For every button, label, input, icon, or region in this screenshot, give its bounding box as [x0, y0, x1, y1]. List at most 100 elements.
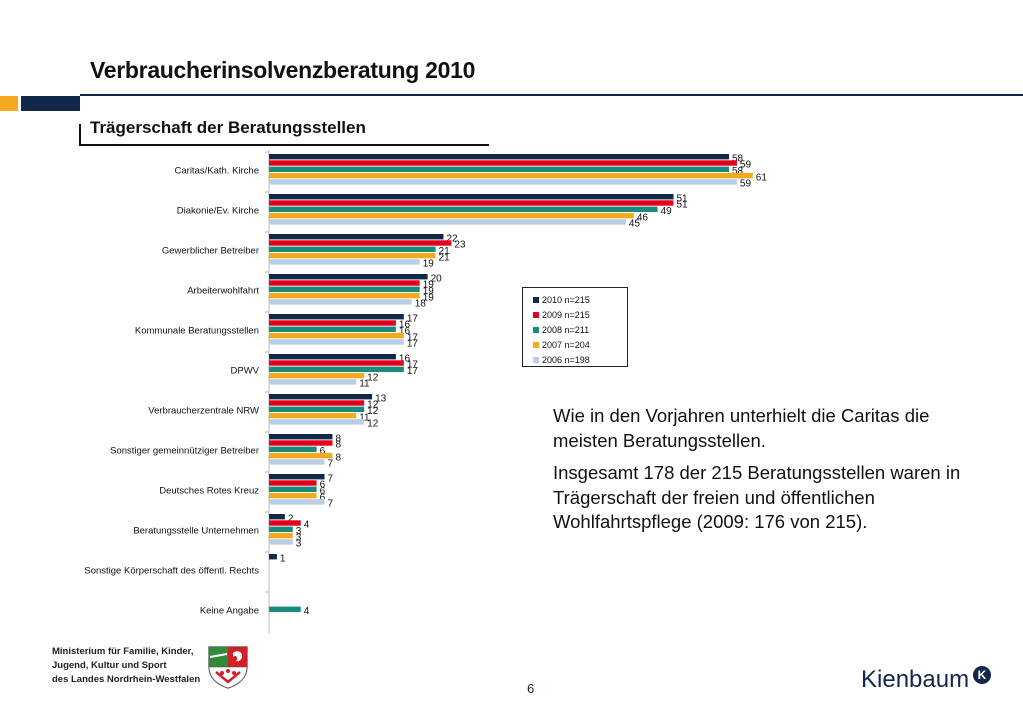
legend-item: 2006 n=198 — [533, 353, 627, 368]
bar — [269, 286, 420, 292]
data-label: 58 — [732, 153, 744, 164]
data-label: 6 — [320, 492, 326, 503]
bar — [269, 326, 396, 332]
data-label: 7 — [328, 473, 334, 484]
title-divider — [80, 94, 1023, 96]
legend-swatch — [533, 311, 539, 318]
bar — [269, 219, 626, 225]
bar — [269, 486, 317, 492]
data-label: 17 — [407, 332, 419, 343]
data-label: 58 — [732, 166, 744, 177]
bar — [269, 166, 729, 172]
data-label: 6 — [320, 486, 326, 497]
legend-swatch — [533, 357, 539, 364]
bar — [269, 459, 325, 465]
bar — [269, 339, 404, 345]
data-label: 8 — [335, 452, 341, 463]
bar — [269, 252, 436, 259]
legend-label: 2006 n=198 — [542, 355, 590, 366]
data-label: 4 — [304, 606, 310, 617]
data-label: 7 — [328, 459, 334, 470]
category-label: Sonstige Körperschaft des öffentl. Recht… — [84, 565, 259, 576]
data-label: 8 — [335, 440, 341, 451]
category-label: Diakonie/Ev. Kirche — [177, 205, 259, 216]
legend-swatch — [533, 326, 539, 333]
legend-item: 2009 n=215 — [533, 307, 627, 322]
category-label: Sonstiger gemeinnütziger Betreiber — [110, 445, 259, 456]
commentary-paragraph-2: Insgesamt 178 der 215 Beratungsstellen w… — [553, 462, 961, 532]
bar — [269, 440, 333, 446]
data-label: 17 — [407, 366, 419, 377]
bar — [269, 452, 333, 459]
bar — [269, 234, 444, 240]
data-label: 8 — [335, 433, 341, 444]
data-label: 17 — [407, 339, 419, 350]
accent-bar-navy — [21, 96, 80, 111]
data-label: 1 — [280, 553, 286, 564]
bar — [269, 554, 277, 560]
data-label: 45 — [629, 219, 641, 230]
bar — [269, 332, 404, 339]
data-label: 59 — [740, 160, 752, 171]
legend-label: 2008 n=211 — [542, 324, 590, 335]
bar — [269, 372, 365, 379]
bar — [269, 299, 412, 305]
bar — [269, 434, 333, 440]
bar — [269, 179, 737, 185]
legend-swatch — [533, 342, 539, 349]
ministry-logo-text: Ministerium für Familie, Kinder, Jugend,… — [52, 645, 200, 687]
data-label: 61 — [756, 172, 768, 183]
bar — [269, 172, 753, 179]
commentary-text: Wie in den Vorjahren unterhielt die Cari… — [553, 404, 983, 543]
accent-bar-orange — [0, 96, 18, 111]
data-label: 19 — [423, 259, 435, 270]
data-label: 18 — [415, 299, 427, 310]
bar — [269, 154, 729, 160]
data-label: 19 — [423, 292, 435, 303]
data-label: 7 — [328, 499, 334, 510]
bar — [269, 240, 452, 246]
chart-subtitle: Trägerschaft der Beratungsstellen — [90, 118, 366, 137]
data-label: 51 — [676, 200, 688, 211]
data-label: 20 — [431, 273, 443, 284]
category-label: Gewerblicher Betreiber — [162, 245, 259, 256]
bar — [269, 520, 301, 526]
data-label: 11 — [359, 379, 370, 390]
bar — [269, 246, 436, 252]
category-label: Kommunale Beratungsstellen — [135, 325, 259, 336]
data-label: 49 — [661, 206, 673, 217]
data-label: 46 — [637, 212, 649, 223]
bar — [269, 480, 317, 486]
ministry-line: Jugend, Kultur und Sport — [52, 660, 167, 671]
bar — [269, 314, 404, 320]
category-label: Deutsches Rotes Kreuz — [159, 485, 259, 496]
data-label: 19 — [423, 286, 435, 297]
legend-item: 2008 n=211 — [533, 322, 627, 337]
data-label: 4 — [304, 520, 310, 531]
data-label: 3 — [296, 526, 302, 537]
data-label: 21 — [439, 252, 451, 263]
data-label: 2 — [288, 513, 294, 524]
legend-label: 2009 n=215 — [542, 309, 590, 320]
data-label: 23 — [454, 240, 466, 251]
category-label: DPWV — [231, 365, 260, 376]
bar — [269, 360, 404, 366]
legend-item: 2007 n=204 — [533, 338, 627, 353]
bar — [269, 526, 293, 532]
category-label: Verbraucherzentrale NRW — [148, 405, 259, 416]
bar — [269, 492, 317, 499]
data-label: 51 — [676, 193, 688, 204]
bar — [269, 419, 365, 425]
subtitle-underline — [79, 144, 489, 146]
data-label: 17 — [407, 313, 419, 324]
data-label: 12 — [367, 400, 379, 411]
bar — [269, 200, 674, 206]
category-label: Keine Angabe — [200, 605, 259, 616]
bar — [269, 474, 325, 480]
legend-swatch — [533, 296, 539, 303]
data-label: 16 — [399, 353, 411, 364]
subtitle-bracket-vertical — [79, 124, 81, 146]
category-label: Beratungsstelle Unternehmen — [133, 525, 259, 536]
bar — [269, 446, 317, 452]
